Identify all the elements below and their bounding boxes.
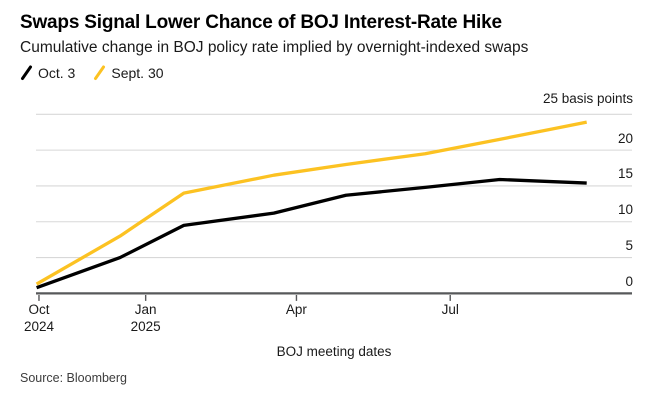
x-axis-label: Oct bbox=[28, 302, 50, 317]
source-note: Source: Bloomberg bbox=[20, 371, 128, 385]
yellow-slash-icon bbox=[94, 65, 106, 80]
legend-label-sept-30: Sept. 30 bbox=[111, 65, 164, 81]
x-axis-title: BOJ meeting dates bbox=[276, 344, 392, 359]
x-axis-label: Jan bbox=[134, 302, 157, 317]
y-axis-label: 5 bbox=[625, 238, 633, 254]
y-axis-label: 10 bbox=[617, 202, 633, 218]
y-axis-unit-label: 25 basis points bbox=[542, 91, 633, 106]
x-axis-year-label: 2025 bbox=[130, 318, 161, 334]
legend: Oct. 3 Sept. 30 bbox=[20, 63, 164, 83]
y-axis-label: 20 bbox=[617, 130, 633, 146]
chart-title: Swaps Signal Lower Chance of BOJ Interes… bbox=[20, 12, 502, 33]
x-axis-label: Apr bbox=[285, 302, 307, 317]
y-axis-label: 15 bbox=[617, 166, 633, 182]
legend-item-sept-30: Sept. 30 bbox=[93, 65, 164, 81]
y-axis-label: 0 bbox=[625, 273, 633, 289]
x-axis-year-label: 2024 bbox=[23, 318, 54, 334]
legend-label-oct-3: Oct. 3 bbox=[38, 65, 76, 81]
x-axis-label: Jul bbox=[441, 302, 459, 317]
black-slash-icon bbox=[21, 65, 32, 80]
legend-item-oct-3: Oct. 3 bbox=[20, 65, 75, 81]
chart-subtitle: Cumulative change in BOJ policy rate imp… bbox=[20, 39, 529, 56]
series-line-sept30 bbox=[35, 120, 588, 286]
series-line-oct3 bbox=[36, 177, 587, 290]
